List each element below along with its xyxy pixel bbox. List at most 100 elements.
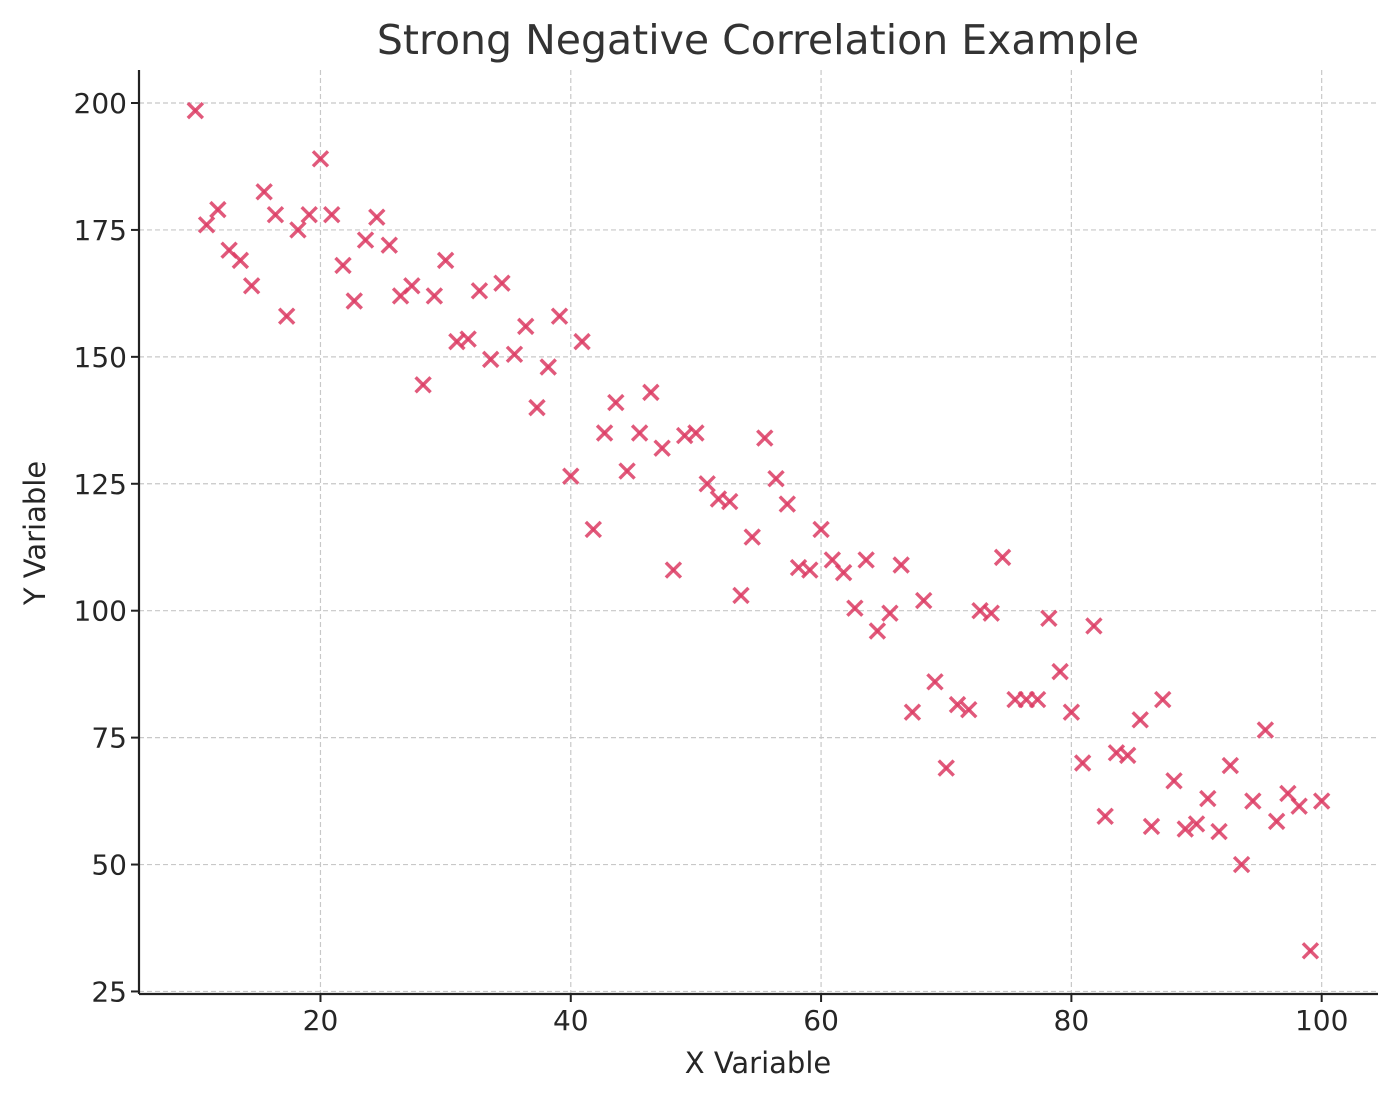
data-point xyxy=(1176,820,1194,838)
marker-stroke xyxy=(903,703,922,721)
marker-stroke xyxy=(470,282,489,300)
data-point xyxy=(903,703,922,721)
marker-stroke xyxy=(277,307,296,325)
marker-stroke xyxy=(732,586,750,605)
data-point xyxy=(881,604,899,622)
marker-stroke xyxy=(618,462,636,480)
data-point xyxy=(1051,662,1069,681)
data-point xyxy=(1085,617,1103,635)
data-point xyxy=(687,424,705,442)
marker-stroke xyxy=(1267,812,1286,831)
axes xyxy=(131,70,1378,1002)
grid xyxy=(139,70,1378,994)
data-point xyxy=(937,759,955,777)
x-tick-label-100: 100 xyxy=(1295,1004,1348,1037)
data-point xyxy=(1142,817,1161,836)
x-tick-label-40: 40 xyxy=(553,1004,589,1037)
data-point xyxy=(380,236,399,254)
marker-stroke xyxy=(493,274,511,292)
y-axis-label: Y Variable xyxy=(18,461,52,606)
data-point xyxy=(493,274,511,292)
data-point xyxy=(732,586,750,605)
marker-stroke xyxy=(1279,784,1297,803)
data-points xyxy=(186,101,1331,960)
marker-stroke xyxy=(300,205,318,224)
marker-stroke xyxy=(1073,754,1092,772)
marker-stroke xyxy=(630,424,649,442)
marker-stroke xyxy=(595,424,614,442)
marker-stroke xyxy=(505,345,524,364)
marker-stroke xyxy=(1256,721,1275,739)
data-point xyxy=(812,520,830,539)
marker-stroke xyxy=(220,241,238,259)
data-point xyxy=(562,467,580,485)
marker-stroke xyxy=(914,591,933,610)
data-point xyxy=(948,695,967,714)
marker-stroke xyxy=(1165,772,1183,790)
marker-stroke xyxy=(255,183,273,201)
marker-stroke xyxy=(266,205,285,224)
data-point xyxy=(242,277,261,295)
data-point xyxy=(1165,772,1183,790)
marker-stroke xyxy=(960,700,978,719)
data-point xyxy=(300,205,318,224)
marker-stroke xyxy=(368,208,386,226)
data-point xyxy=(801,561,819,579)
marker-stroke xyxy=(448,332,466,351)
chart-title: Strong Negative Correlation Example xyxy=(377,16,1139,64)
data-point xyxy=(1096,807,1114,826)
marker-stroke xyxy=(675,426,694,445)
y-tick-label-150: 150 xyxy=(74,341,127,374)
data-point xyxy=(698,475,716,493)
data-point xyxy=(323,205,341,224)
marker-stroke xyxy=(868,622,887,640)
data-point xyxy=(470,282,489,300)
marker-stroke xyxy=(481,350,500,369)
data-point xyxy=(1040,609,1058,628)
marker-stroke xyxy=(653,439,671,457)
marker-stroke xyxy=(801,561,819,579)
data-point xyxy=(926,673,944,691)
data-point xyxy=(1187,815,1206,833)
data-point xyxy=(255,183,273,201)
marker-stroke xyxy=(1085,617,1103,635)
marker-stroke xyxy=(1199,789,1217,808)
data-point xyxy=(528,398,546,417)
data-point xyxy=(459,330,477,348)
marker-stroke xyxy=(517,317,535,336)
data-point xyxy=(857,551,875,569)
data-point xyxy=(993,548,1012,567)
data-point xyxy=(868,622,887,640)
data-point xyxy=(1154,690,1172,709)
marker-stroke xyxy=(926,673,944,691)
marker-stroke xyxy=(767,469,785,488)
marker-stroke xyxy=(948,695,967,714)
marker-stroke xyxy=(982,604,1000,622)
data-point xyxy=(1028,690,1047,709)
y-tick-label-125: 125 xyxy=(74,468,127,501)
marker-stroke xyxy=(1232,855,1251,874)
marker-stroke xyxy=(323,205,341,224)
data-point xyxy=(414,376,432,394)
data-point xyxy=(550,307,569,325)
marker-stroke xyxy=(197,216,216,234)
marker-stroke xyxy=(1028,690,1047,709)
data-point xyxy=(1232,855,1251,874)
marker-stroke xyxy=(459,330,477,348)
data-point xyxy=(539,358,557,376)
data-point xyxy=(517,317,535,336)
marker-stroke xyxy=(356,231,375,249)
data-point xyxy=(653,439,671,457)
data-point xyxy=(1062,703,1081,721)
data-point xyxy=(767,469,785,488)
data-point xyxy=(289,221,307,239)
data-point xyxy=(756,429,774,447)
data-point xyxy=(892,556,910,574)
data-point xyxy=(960,700,978,719)
data-point xyxy=(982,604,1000,622)
data-point xyxy=(1221,756,1240,775)
data-point xyxy=(1301,942,1320,960)
marker-stroke xyxy=(539,358,557,376)
